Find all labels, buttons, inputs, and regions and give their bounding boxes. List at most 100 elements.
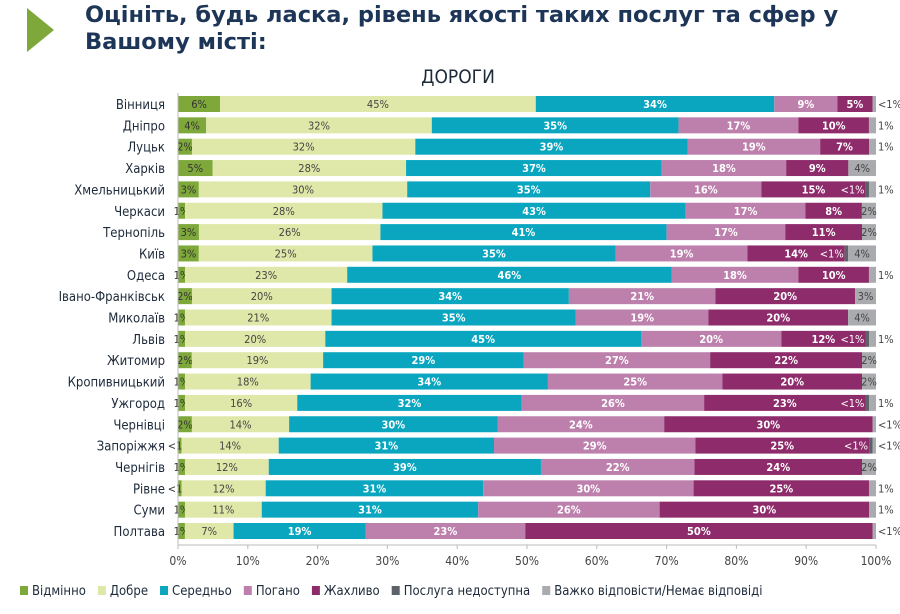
- bar-segment: [184, 373, 311, 390]
- legend-swatch: [311, 586, 320, 595]
- data-label: 23%: [255, 269, 277, 282]
- bar-segment: [178, 480, 182, 497]
- bar-segment: [661, 160, 787, 177]
- data-label: <1%: [878, 525, 900, 538]
- category-label: Вінниця: [116, 98, 165, 113]
- bar-segment: [297, 394, 522, 411]
- data-label: 2%: [861, 461, 877, 474]
- bar-segment: [664, 416, 873, 433]
- bar-segment: [862, 352, 876, 369]
- legend-swatch: [97, 586, 106, 595]
- bar-segment: [861, 202, 876, 219]
- data-label: 23%: [773, 397, 797, 410]
- x-tick-label: 80%: [724, 554, 748, 568]
- bar-segment: [872, 523, 876, 539]
- data-label: <1%: [841, 183, 865, 196]
- bar-segment: [178, 373, 185, 390]
- bar-segment: [547, 373, 723, 390]
- bar-segment: [178, 394, 186, 411]
- data-label: <1%: [878, 98, 900, 111]
- bar-segment: [278, 437, 495, 454]
- data-label: 1%: [878, 183, 894, 196]
- bar-segment: [181, 437, 279, 454]
- bar-segment: [178, 309, 185, 326]
- bar-segment: [198, 181, 408, 198]
- data-label: 26%: [557, 504, 581, 517]
- data-label: 1%: [878, 504, 894, 517]
- data-label: 1%: [878, 333, 894, 346]
- bar-segment: [640, 330, 782, 347]
- category-label: Івано-Франківськ: [59, 290, 165, 305]
- data-label: 25%: [769, 482, 793, 495]
- bar-segment: [805, 202, 862, 219]
- data-label: 20%: [251, 290, 273, 303]
- bar-segment: [869, 138, 876, 155]
- bar-segment: [747, 245, 845, 262]
- data-label: 1%: [878, 397, 894, 410]
- bar-segment: [678, 117, 799, 134]
- bar-segment: [865, 330, 869, 347]
- bar-segment: [233, 523, 366, 539]
- data-label: 2%: [177, 290, 193, 303]
- bar-segment: [685, 202, 806, 219]
- bar-segment: [178, 523, 185, 539]
- data-label: 20%: [766, 312, 790, 325]
- bar-segment: [178, 245, 199, 262]
- data-label: 34%: [643, 98, 667, 111]
- bar-segment: [178, 202, 186, 219]
- bar-segment: [786, 160, 849, 177]
- bar-segment: [191, 288, 332, 305]
- data-label: 35%: [442, 312, 466, 325]
- bar-segment: [523, 352, 711, 369]
- bar-segment: [650, 181, 762, 198]
- bar-segment: [869, 501, 876, 518]
- data-label: 18%: [237, 376, 259, 389]
- x-tick-label: 90%: [794, 554, 818, 568]
- bar-segment: [869, 181, 876, 198]
- data-label: 20%: [773, 290, 797, 303]
- bar-segment: [184, 458, 269, 475]
- bar-segment: [185, 394, 298, 411]
- data-label: 2%: [861, 226, 877, 239]
- bar-segment: [212, 160, 407, 177]
- bar-segment: [178, 224, 199, 241]
- bar-segment: [415, 138, 688, 155]
- data-label: 4%: [184, 119, 200, 132]
- data-label: 17%: [727, 119, 751, 132]
- category-label: Львів: [132, 333, 165, 348]
- data-label: <1%: [840, 397, 864, 410]
- bar-segment: [494, 437, 696, 454]
- data-label: 23%: [434, 525, 458, 538]
- data-label: 34%: [438, 290, 462, 303]
- bar-segment: [483, 480, 694, 497]
- data-label: 19%: [670, 247, 694, 260]
- data-label: 7%: [836, 141, 853, 154]
- bar-segment: [310, 373, 548, 390]
- bar-segment: [206, 117, 432, 134]
- data-label: 4%: [854, 162, 870, 175]
- bar-segment: [568, 288, 716, 305]
- bar-segment: [837, 96, 873, 112]
- bar-segment: [820, 138, 870, 155]
- bar-segment: [407, 181, 651, 198]
- data-label: 19%: [742, 141, 766, 154]
- data-label: 41%: [512, 226, 536, 239]
- bar-segment: [185, 330, 326, 347]
- data-label: 29%: [583, 440, 607, 453]
- data-label: 35%: [543, 119, 567, 132]
- data-label: 45%: [367, 98, 389, 111]
- data-label: 26%: [601, 397, 625, 410]
- data-label: 24%: [569, 418, 593, 431]
- bar-segment: [178, 458, 185, 475]
- bar-segment: [774, 96, 838, 112]
- x-tick-label: 0%: [169, 554, 186, 568]
- data-label: 20%: [699, 333, 723, 346]
- bar-segment: [708, 309, 849, 326]
- bar-segment: [220, 96, 536, 112]
- bar-segment: [694, 458, 863, 475]
- bar-segment: [323, 352, 524, 369]
- bar-segment: [868, 480, 876, 497]
- bar-segment: [191, 352, 324, 369]
- legend-label: Послуга недоступна: [404, 584, 531, 599]
- data-label: <1%: [840, 333, 864, 346]
